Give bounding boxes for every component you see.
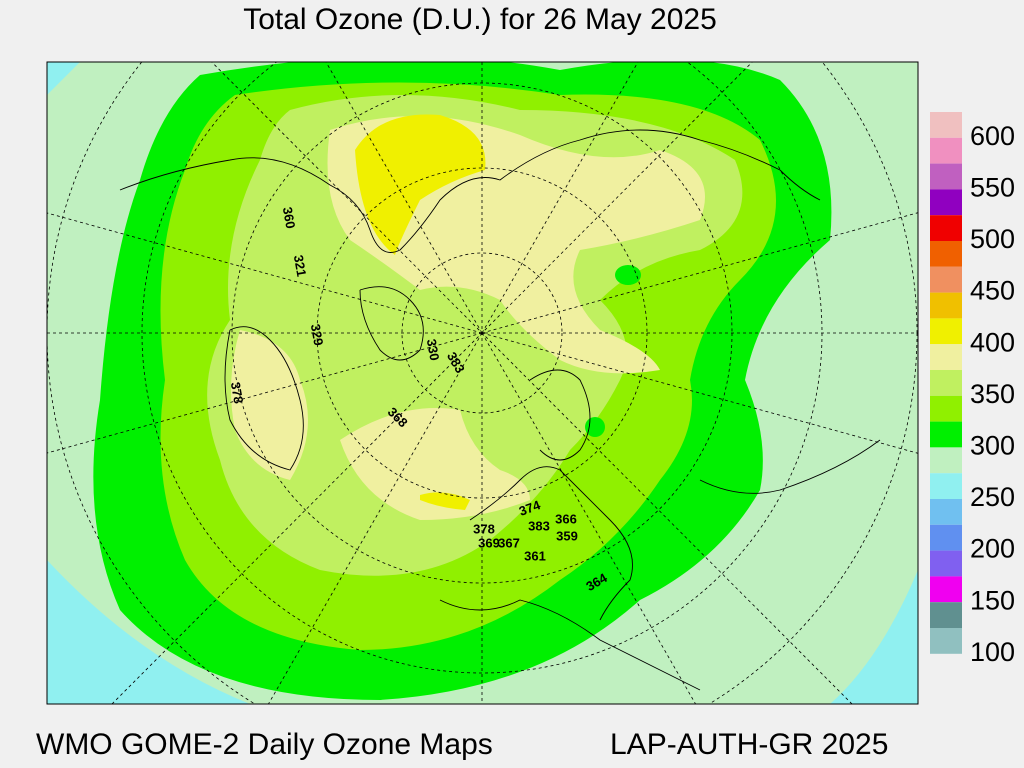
cyan-band [47,560,250,704]
legend-swatch [930,266,962,293]
legend-swatch [930,163,962,190]
cyan-band [47,62,80,95]
footer-left: WMO GOME-2 Daily Ozone Maps [36,728,493,761]
meridian [47,212,483,334]
station-value: 374 [517,497,543,519]
legend-swatch [930,395,962,422]
latitude-circle [401,252,563,414]
ozone-band-375 [340,408,530,520]
legend-swatch [930,628,962,654]
legend-label: 450 [970,276,1015,306]
ozone-band-400 [420,492,470,510]
legend-label: 500 [970,224,1015,254]
legend-label: 100 [970,637,1015,667]
ozone-band-400 [355,114,486,255]
legend-swatch [930,344,962,370]
graticule [47,62,918,704]
legend-swatch [930,447,962,474]
legend-swatch [930,524,962,551]
legend-swatch [930,421,962,448]
legend-label: 200 [970,534,1015,564]
legend-label: 250 [970,482,1015,512]
station-value: 369 [478,535,500,550]
legend-swatch [930,241,962,267]
station-value: 378 [473,521,495,536]
station-value: 378 [228,381,247,405]
legend-label: 550 [970,173,1015,203]
legend-label: 400 [970,327,1015,357]
plot-frame [46,61,919,705]
station-value: 361 [524,548,546,563]
ozone-band-300 [615,265,641,285]
legend-swatch [930,370,962,396]
legend-swatch [930,318,962,345]
station-value: 383 [528,518,550,533]
coastline [119,129,821,253]
legend-label: 300 [970,431,1015,461]
meridian [481,332,918,454]
legend-swatch [930,215,962,241]
legend-swatch [930,137,962,164]
coastline [699,439,881,494]
coastline [224,326,304,471]
coastline [469,466,633,621]
legend-swatch [930,473,962,499]
cyan-band [830,570,918,704]
legend-swatch [930,112,962,138]
station-value: 329 [308,323,327,347]
station-value: 321 [291,254,310,278]
footer-right: LAP-AUTH-GR 2025 [610,728,888,761]
meridian [47,332,483,454]
legend-swatch [930,189,962,216]
station-value: 367 [498,535,520,550]
legend-swatch [930,292,962,319]
station-value: 330 [424,338,443,362]
coastlines [119,129,881,691]
station-value: 360 [280,206,299,230]
legend-label: 350 [970,379,1015,409]
coastline [529,369,591,461]
station-value: 359 [556,528,578,543]
legend-swatch [930,602,962,628]
station-value: 366 [555,511,577,526]
coastline [439,599,701,691]
legend-label: 600 [970,121,1015,151]
meridian [481,212,918,334]
legend-label: 150 [970,585,1015,615]
legend: 600 550 500 450 400 350 300 250 200 150 100 [930,112,1015,667]
coastline [359,286,424,361]
legend-swatch [930,576,962,603]
legend-swatch [930,550,962,577]
legend-swatch [930,499,962,525]
title: Total Ozone (D.U.) for 26 May 2025 [243,3,717,36]
